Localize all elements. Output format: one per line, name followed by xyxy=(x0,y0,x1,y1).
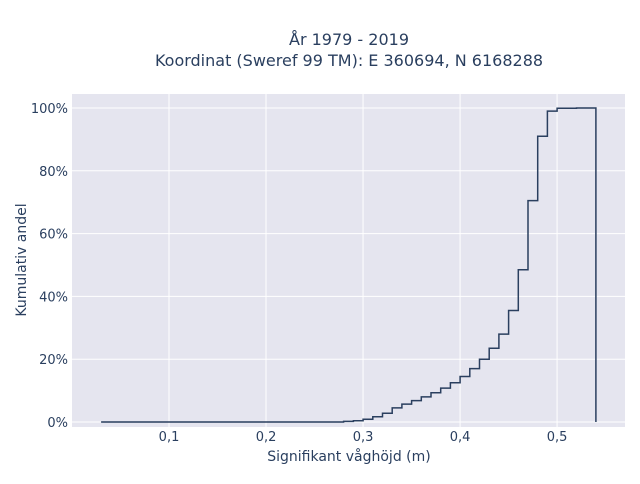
y-tick-label: 0% xyxy=(47,416,68,431)
y-tick-label: 80% xyxy=(39,165,68,180)
cumulative-step-line xyxy=(101,107,597,423)
x-gridlines xyxy=(168,94,558,427)
x-tick-label: 0,5 xyxy=(547,430,568,445)
x-axis-label: Signifikant våghöjd (m) xyxy=(267,448,430,465)
plot-background xyxy=(72,94,625,427)
y-tick-label: 60% xyxy=(39,228,68,243)
x-tick-label: 0,2 xyxy=(256,430,277,445)
y-tick-label: 100% xyxy=(31,102,68,117)
y-tick-label: 20% xyxy=(39,353,68,368)
x-tick-label: 0,4 xyxy=(450,430,471,445)
y-axis-label: Kumulativ andel xyxy=(14,203,30,316)
y-gridlines xyxy=(72,107,625,423)
y-tick-labels: 0% 20% 40% 60% 80% 100% xyxy=(31,102,68,431)
x-tick-label: 0,1 xyxy=(159,430,180,445)
x-tick-labels: 0,1 0,2 0,3 0,4 0,5 xyxy=(159,430,568,445)
x-tick-label: 0,3 xyxy=(353,430,374,445)
y-tick-label: 40% xyxy=(39,290,68,305)
chart-title-line1: År 1979 - 2019 xyxy=(289,30,409,49)
chart-title-line2: Koordinat (Sweref 99 TM): E 360694, N 61… xyxy=(155,51,543,70)
